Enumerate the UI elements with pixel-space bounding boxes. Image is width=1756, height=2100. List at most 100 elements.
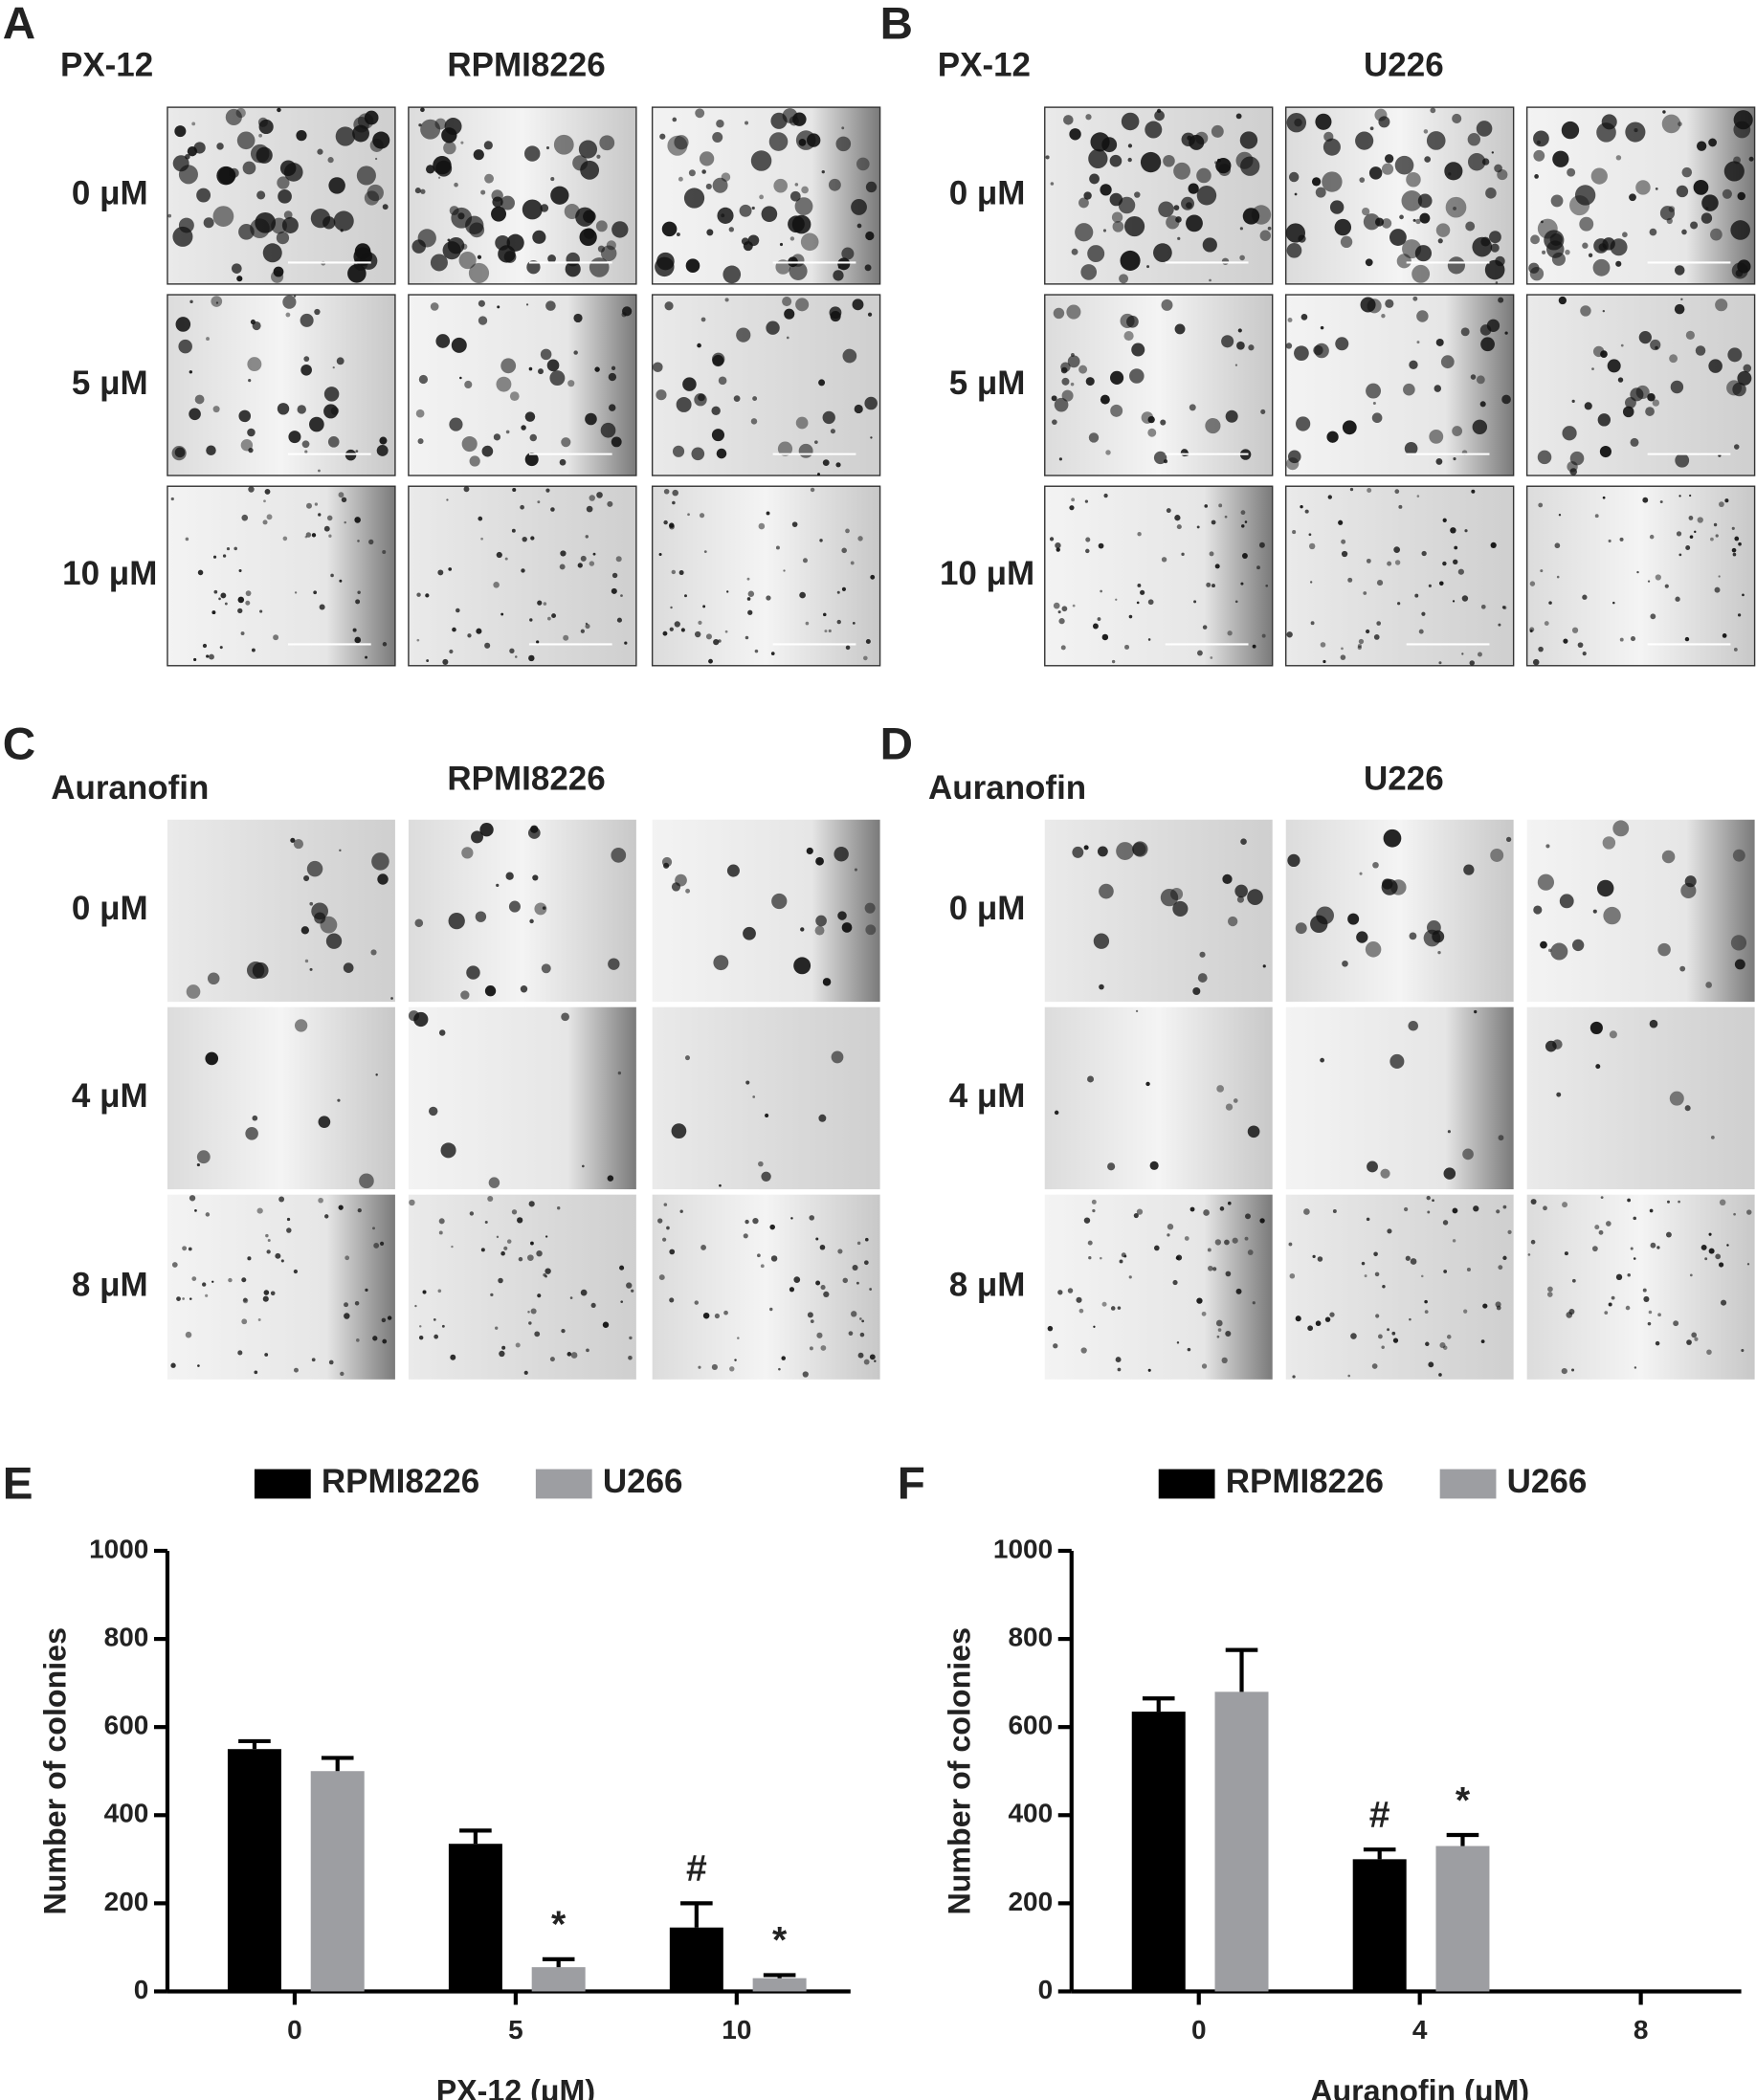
cell-colony — [800, 927, 805, 932]
cell-colony — [328, 534, 332, 538]
cell-colony — [517, 1217, 523, 1224]
cell-colony — [793, 957, 811, 975]
cell-colony — [241, 514, 249, 521]
cell-colony — [213, 589, 218, 594]
cell-colony — [491, 189, 503, 202]
micrograph — [1285, 1006, 1514, 1190]
cell-colony — [841, 922, 853, 933]
cell-colony — [674, 135, 689, 150]
cell-colony — [1406, 171, 1421, 188]
cell-colony — [1054, 1110, 1059, 1116]
cell-colony — [1442, 561, 1447, 566]
cell-colony — [1582, 652, 1587, 656]
cell-colony — [1285, 223, 1305, 243]
cell-colony — [1212, 1267, 1217, 1271]
cell-colony — [671, 569, 677, 575]
cell-colony — [852, 298, 864, 311]
cell-colony — [784, 308, 795, 320]
cell-colony — [189, 1195, 196, 1202]
cell-colony — [176, 1296, 181, 1301]
cell-colony — [1696, 141, 1707, 151]
cell-colony — [300, 926, 310, 935]
cell-colony — [1234, 364, 1238, 366]
cell-colony — [206, 445, 216, 456]
micrograph-background — [408, 819, 636, 1003]
cell-colony — [469, 455, 480, 467]
cell-colony — [248, 448, 254, 453]
cell-colony — [1656, 1246, 1660, 1249]
cell-colony — [865, 181, 878, 193]
cell-colony — [617, 1071, 622, 1075]
cell-colony — [1630, 1247, 1634, 1250]
cell-colony — [276, 231, 290, 245]
cell-colony — [416, 638, 420, 642]
x-tick-label: 8 — [1634, 2015, 1649, 2045]
cell-colony — [1365, 941, 1382, 958]
cell-colony — [441, 1324, 445, 1328]
cell-colony — [789, 190, 801, 202]
cell-colony — [1110, 1306, 1116, 1311]
cell-colony — [546, 359, 560, 372]
cell-colony — [319, 604, 325, 610]
cell-colony — [685, 888, 691, 894]
cell-colony — [1267, 226, 1272, 231]
cell-colony — [1210, 656, 1213, 659]
cell-colony — [1675, 453, 1690, 468]
cell-colony — [1484, 259, 1505, 280]
cell-colony — [580, 1289, 588, 1296]
cell-colony — [1058, 457, 1062, 461]
cell-colony — [1323, 659, 1326, 664]
cell-colony — [1201, 1363, 1208, 1369]
cell-colony — [833, 270, 844, 281]
cell-colony — [1467, 133, 1481, 146]
cell-colony — [1219, 1206, 1225, 1211]
row-label: 10 μM — [940, 555, 1034, 592]
cell-colony — [504, 557, 508, 561]
cell-colony — [1060, 366, 1068, 374]
cell-colony — [859, 1317, 862, 1320]
cell-colony — [1347, 913, 1360, 925]
cell-colony — [1127, 144, 1133, 148]
cell-colony — [1300, 314, 1308, 321]
y-tick-label: 600 — [104, 1711, 149, 1740]
cell-colony — [1724, 498, 1729, 503]
cell-colony — [469, 222, 485, 238]
cell-colony — [1060, 645, 1066, 651]
cell-colony — [1097, 846, 1108, 857]
cell-colony — [1296, 416, 1311, 431]
cell-colony — [466, 965, 480, 980]
cell-colony — [1308, 542, 1316, 550]
cell-colony — [1678, 122, 1682, 127]
cell-colony — [1387, 1228, 1392, 1234]
cell-colony — [262, 519, 268, 525]
cell-colony — [1537, 873, 1555, 891]
cell-colony — [1362, 207, 1370, 216]
cell-colony — [1719, 1199, 1726, 1206]
cell-colony — [1454, 545, 1458, 550]
cell-colony — [1617, 377, 1624, 383]
cell-colony — [1479, 401, 1486, 408]
cell-colony — [745, 1080, 750, 1085]
cell-colony — [1678, 1200, 1680, 1204]
cell-colony — [1324, 1316, 1331, 1322]
cell-colony — [1435, 338, 1444, 346]
cell-colony — [759, 194, 764, 200]
cell-colony — [430, 302, 439, 311]
cell-colony — [1446, 1335, 1452, 1339]
cell-colony — [688, 169, 696, 177]
micrograph — [408, 485, 637, 667]
cell-colony — [1262, 964, 1266, 968]
cell-colony — [1650, 1242, 1656, 1249]
cell-colony — [1256, 565, 1260, 570]
legend-swatch — [1439, 1469, 1497, 1499]
legend-label: RPMI8226 — [1226, 1463, 1384, 1500]
cell-colony — [1569, 468, 1578, 475]
cell-colony — [341, 497, 347, 503]
cell-colony — [205, 1212, 211, 1217]
cell-colony — [537, 500, 541, 504]
cell-colony — [1115, 598, 1118, 601]
cell-colony — [1387, 561, 1392, 566]
cell-colony — [856, 1241, 861, 1246]
cell-colony — [694, 1300, 700, 1305]
cell-colony — [1731, 526, 1735, 530]
